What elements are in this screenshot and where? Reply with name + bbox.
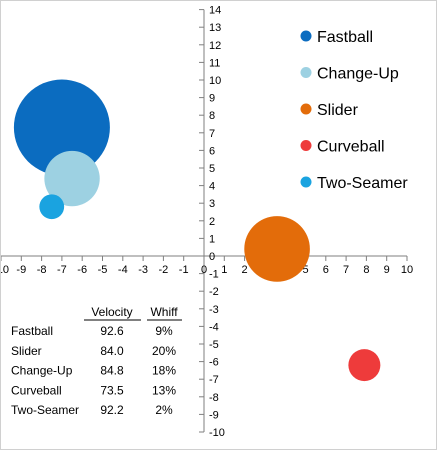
y-tick-label: 1 bbox=[209, 233, 215, 245]
x-tick-label: 2 bbox=[242, 264, 248, 276]
table-cell: Curveball bbox=[11, 383, 62, 397]
legend-label-slider: Slider bbox=[317, 102, 359, 119]
y-tick-label: -9 bbox=[209, 409, 219, 421]
y-tick-label: 3 bbox=[209, 198, 215, 210]
x-tick-label: -3 bbox=[138, 264, 148, 276]
y-tick-label: -6 bbox=[209, 357, 219, 369]
x-tick-label: 0 bbox=[201, 264, 207, 276]
table-cell: 84.0 bbox=[100, 344, 124, 358]
y-tick-label: -5 bbox=[209, 339, 219, 351]
x-tick-label: -2 bbox=[159, 264, 169, 276]
y-tick-label: -8 bbox=[209, 392, 219, 404]
legend-marker-fastball bbox=[300, 30, 312, 42]
x-tick-label: 1 bbox=[221, 264, 227, 276]
x-tick-label: -6 bbox=[77, 264, 87, 276]
legend: Fastball Change-Up Slider Curveball Two-Seam… bbox=[300, 29, 408, 192]
table-cell: 73.5 bbox=[100, 383, 124, 397]
table-header: Whiff bbox=[150, 305, 178, 319]
x-tick-label: 7 bbox=[343, 264, 349, 276]
table-cell: 9% bbox=[155, 324, 173, 338]
x-tick-label: -1 bbox=[179, 264, 189, 276]
legend-marker-curveball bbox=[300, 140, 312, 151]
table-cell: Two-Seamer bbox=[11, 403, 79, 417]
legend-label-change-up: Change-Up bbox=[317, 66, 399, 83]
table-cell: 18% bbox=[152, 364, 176, 378]
x-tick-label: 10 bbox=[401, 264, 413, 276]
legend-marker-two-seamer bbox=[300, 176, 312, 188]
x-tick-label: -5 bbox=[98, 264, 108, 276]
y-tick-label: 5 bbox=[209, 163, 215, 175]
bubble-change-up bbox=[44, 150, 100, 207]
y-tick-label: -3 bbox=[209, 304, 219, 316]
y-tick-label: -10 bbox=[209, 427, 225, 439]
bubble-fastball bbox=[13, 79, 110, 176]
table-cell: Slider bbox=[11, 344, 42, 358]
table-cell: 92.6 bbox=[100, 324, 124, 338]
y-tick-label: 4 bbox=[209, 181, 215, 193]
table-cell: Fastball bbox=[11, 324, 53, 338]
x-tick-label: -8 bbox=[37, 264, 47, 276]
legend-label-fastball: Fastball bbox=[317, 29, 373, 46]
y-tick-label: 0 bbox=[209, 251, 215, 263]
bubble-two-seamer bbox=[39, 194, 65, 220]
x-tick-label: 8 bbox=[363, 264, 369, 276]
x-tick-label: -7 bbox=[57, 264, 67, 276]
x-tick-label: -4 bbox=[118, 264, 128, 276]
table-cell: 2% bbox=[155, 403, 173, 417]
y-tick-label: 7 bbox=[209, 128, 215, 140]
y-tick-label: 2 bbox=[209, 216, 215, 228]
y-tick-label: -1 bbox=[209, 269, 219, 281]
y-tick-label: 14 bbox=[209, 5, 221, 17]
x-tick-label: 5 bbox=[302, 264, 308, 276]
table-cell: 84.8 bbox=[100, 364, 124, 378]
stats-table: Velocity Whiff Fastball 92.6 9% Slider 84.0 20%… bbox=[11, 305, 182, 417]
bubbles bbox=[13, 79, 381, 382]
y-tick-label: 13 bbox=[209, 22, 221, 34]
y-tick-label: 6 bbox=[209, 145, 215, 157]
table-header: Velocity bbox=[91, 305, 132, 319]
y-tick-label: -2 bbox=[209, 286, 219, 298]
y-tick-label: 8 bbox=[209, 110, 215, 122]
y-tick-label: 9 bbox=[209, 93, 215, 105]
legend-label-curveball: Curveball bbox=[317, 139, 385, 156]
bubble-slider bbox=[244, 216, 310, 282]
y-tick-label: 12 bbox=[209, 40, 221, 52]
x-tick-label: -10 bbox=[1, 264, 9, 276]
legend-label-two-seamer: Two-Seamer bbox=[317, 175, 408, 192]
x-tick-label: -9 bbox=[16, 264, 26, 276]
table-cell: 13% bbox=[152, 383, 176, 397]
table-cell: Change-Up bbox=[11, 364, 73, 378]
y-tick-label: -7 bbox=[209, 374, 219, 386]
table-cell: 92.2 bbox=[100, 403, 124, 417]
y-tick-label: -4 bbox=[209, 321, 219, 333]
y-tick-label: 10 bbox=[209, 75, 221, 87]
legend-marker-slider bbox=[300, 103, 312, 115]
legend-marker-change-up bbox=[300, 67, 312, 78]
y-tick-label: 11 bbox=[209, 57, 220, 69]
table-cell: 20% bbox=[152, 344, 176, 358]
x-tick-label: 9 bbox=[384, 264, 390, 276]
bubble-curveball bbox=[348, 349, 381, 382]
x-tick-label: 6 bbox=[323, 264, 329, 276]
